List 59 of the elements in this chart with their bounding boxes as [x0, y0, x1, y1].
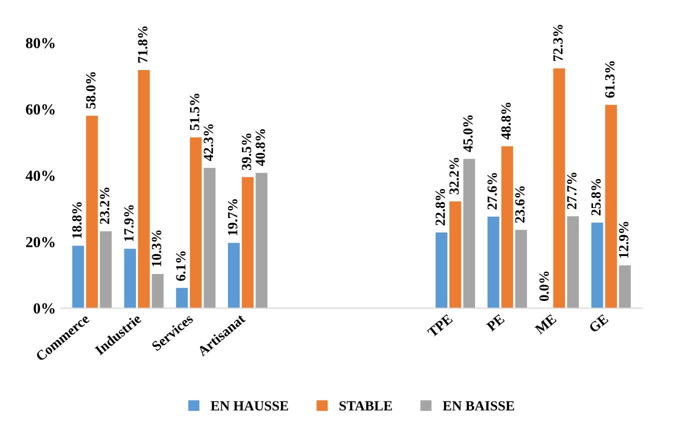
data-label: 10.3%: [152, 230, 162, 266]
data-label: 48.8%: [501, 102, 511, 140]
data-label: 23.2%: [100, 188, 110, 224]
data-label: 58.0%: [86, 72, 96, 109]
data-label: 42.3%: [204, 124, 214, 162]
data-label: 22.8%: [436, 189, 446, 226]
data-label: 51.5%: [190, 94, 200, 130]
y-tick-label: 20%: [26, 236, 55, 248]
bar: [72, 246, 84, 308]
bar: [515, 230, 527, 308]
bar: [567, 216, 579, 308]
bar: [152, 274, 164, 308]
data-label: 71.8%: [138, 26, 148, 63]
bar: [256, 172, 268, 308]
bar: [138, 70, 150, 308]
data-label: 27.6%: [488, 173, 497, 210]
bar: [591, 222, 604, 308]
bar: [605, 104, 617, 308]
y-tick-label: 40%: [26, 170, 55, 181]
y-tick-label: 0%: [34, 303, 55, 314]
data-label: 0.0%: [539, 272, 549, 301]
data-label: 61.3%: [605, 61, 615, 98]
x-tick-label: PE: [486, 314, 505, 332]
data-label: 12.9%: [619, 222, 628, 258]
data-label: 72.3%: [553, 24, 563, 61]
data-label: 40.8%: [256, 129, 266, 166]
bar: [463, 158, 476, 308]
data-label: 17.9%: [124, 205, 134, 242]
bar: [553, 68, 566, 308]
data-label: 39.5%: [242, 134, 252, 170]
data-label: 23.6%: [515, 186, 525, 223]
x-tick-label: GE: [588, 314, 609, 333]
legend-label: EN HAUSSE: [210, 401, 288, 411]
bar: [619, 265, 631, 308]
legend-label: EN BAISSE: [442, 401, 514, 411]
bar: [190, 137, 202, 308]
data-label: 27.7%: [567, 172, 577, 210]
bar: [86, 116, 98, 308]
bar: [100, 231, 112, 308]
x-tick-label: ME: [534, 314, 557, 335]
bar: [242, 177, 254, 308]
bar: [124, 248, 136, 308]
data-label: 25.8%: [591, 179, 601, 216]
bar: [176, 288, 188, 308]
bar: [501, 146, 514, 308]
x-tick-label: TPE: [427, 314, 453, 338]
data-label: 6.1%: [176, 251, 186, 281]
bar: [228, 242, 240, 308]
bar: [488, 216, 500, 308]
data-label: 18.8%: [72, 202, 82, 238]
y-tick-label: 60%: [26, 104, 55, 115]
data-label: 19.7%: [228, 199, 238, 236]
data-label: 32.2%: [449, 158, 459, 194]
legend-label: STABLE: [340, 401, 392, 411]
y-tick-label: 80%: [26, 38, 55, 48]
bar: [436, 232, 448, 308]
bar: [204, 168, 216, 308]
data-label: 45.0%: [463, 115, 473, 152]
bar: [449, 201, 462, 308]
